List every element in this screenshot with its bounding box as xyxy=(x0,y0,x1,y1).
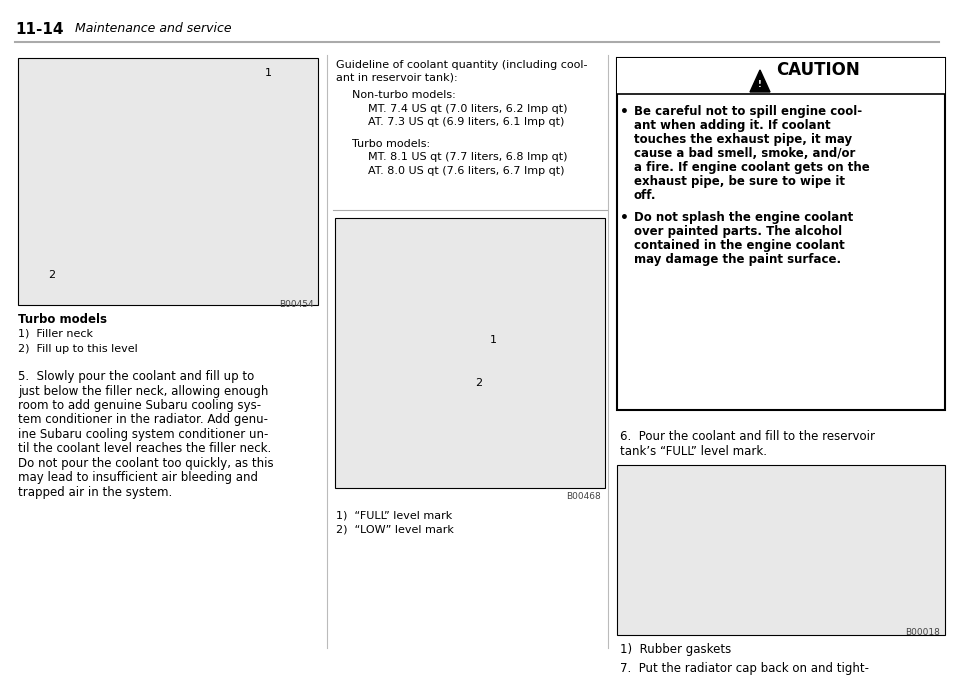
Text: Do not splash the engine coolant: Do not splash the engine coolant xyxy=(634,211,852,224)
Text: ant in reservoir tank):: ant in reservoir tank): xyxy=(335,73,457,83)
Text: 11-14: 11-14 xyxy=(15,22,64,37)
Text: 2: 2 xyxy=(475,378,481,388)
FancyBboxPatch shape xyxy=(617,465,944,635)
Text: til the coolant level reaches the filler neck.: til the coolant level reaches the filler… xyxy=(18,443,271,456)
FancyBboxPatch shape xyxy=(18,58,317,305)
Text: CAUTION: CAUTION xyxy=(775,61,859,79)
Text: 1)  “FULL” level mark: 1) “FULL” level mark xyxy=(335,510,452,520)
Text: room to add genuine Subaru cooling sys-: room to add genuine Subaru cooling sys- xyxy=(18,399,261,412)
Text: just below the filler neck, allowing enough: just below the filler neck, allowing eno… xyxy=(18,385,268,398)
Text: cause a bad smell, smoke, and/or: cause a bad smell, smoke, and/or xyxy=(634,147,855,160)
Text: ine Subaru cooling system conditioner un-: ine Subaru cooling system conditioner un… xyxy=(18,428,268,441)
Text: may lead to insufficient air bleeding and: may lead to insufficient air bleeding an… xyxy=(18,472,257,485)
Text: 1: 1 xyxy=(265,68,272,78)
Polygon shape xyxy=(749,70,769,92)
Text: may damage the paint surface.: may damage the paint surface. xyxy=(634,253,841,266)
Text: !: ! xyxy=(758,80,761,89)
Text: trapped air in the system.: trapped air in the system. xyxy=(18,486,172,499)
Text: off.: off. xyxy=(634,189,656,202)
Text: 1)  Filler neck: 1) Filler neck xyxy=(18,328,92,338)
Text: exhaust pipe, be sure to wipe it: exhaust pipe, be sure to wipe it xyxy=(634,175,844,188)
FancyBboxPatch shape xyxy=(335,218,604,488)
FancyBboxPatch shape xyxy=(617,58,944,94)
Text: 2)  Fill up to this level: 2) Fill up to this level xyxy=(18,344,137,354)
FancyBboxPatch shape xyxy=(617,58,944,410)
Text: B00454: B00454 xyxy=(279,300,314,309)
Text: Do not pour the coolant too quickly, as this: Do not pour the coolant too quickly, as … xyxy=(18,457,274,470)
Text: Guideline of coolant quantity (including cool-: Guideline of coolant quantity (including… xyxy=(335,60,587,70)
Text: MT. 7.4 US qt (7.0 liters, 6.2 Imp qt): MT. 7.4 US qt (7.0 liters, 6.2 Imp qt) xyxy=(368,103,567,113)
Text: Turbo models:: Turbo models: xyxy=(352,138,430,148)
Text: contained in the engine coolant: contained in the engine coolant xyxy=(634,239,843,252)
Text: 7.  Put the radiator cap back on and tight-: 7. Put the radiator cap back on and tigh… xyxy=(619,662,868,675)
Text: Be careful not to spill engine cool-: Be careful not to spill engine cool- xyxy=(634,105,862,118)
Text: AT. 7.3 US qt (6.9 liters, 6.1 Imp qt): AT. 7.3 US qt (6.9 liters, 6.1 Imp qt) xyxy=(368,117,564,127)
Text: 6.  Pour the coolant and fill to the reservoir: 6. Pour the coolant and fill to the rese… xyxy=(619,430,874,443)
Text: 2: 2 xyxy=(48,270,55,280)
Text: ant when adding it. If coolant: ant when adding it. If coolant xyxy=(634,119,830,132)
Text: B00018: B00018 xyxy=(904,628,939,637)
Text: a fire. If engine coolant gets on the: a fire. If engine coolant gets on the xyxy=(634,161,869,174)
Text: 1)  Rubber gaskets: 1) Rubber gaskets xyxy=(619,643,731,656)
Text: AT. 8.0 US qt (7.6 liters, 6.7 Imp qt): AT. 8.0 US qt (7.6 liters, 6.7 Imp qt) xyxy=(368,165,564,176)
Text: Maintenance and service: Maintenance and service xyxy=(75,22,232,35)
Text: 1: 1 xyxy=(490,335,497,345)
Text: B00468: B00468 xyxy=(566,492,600,501)
Text: 5.  Slowly pour the coolant and fill up to: 5. Slowly pour the coolant and fill up t… xyxy=(18,370,254,383)
Text: tem conditioner in the radiator. Add genu-: tem conditioner in the radiator. Add gen… xyxy=(18,414,268,427)
Text: •: • xyxy=(619,105,628,119)
Text: touches the exhaust pipe, it may: touches the exhaust pipe, it may xyxy=(634,133,851,146)
Text: Turbo models: Turbo models xyxy=(18,313,107,326)
Text: 2)  “LOW” level mark: 2) “LOW” level mark xyxy=(335,524,454,534)
Text: tank’s “FULL” level mark.: tank’s “FULL” level mark. xyxy=(619,445,766,458)
Text: •: • xyxy=(619,211,628,225)
Text: Non-turbo models:: Non-turbo models: xyxy=(352,90,456,100)
Text: MT. 8.1 US qt (7.7 liters, 6.8 Imp qt): MT. 8.1 US qt (7.7 liters, 6.8 Imp qt) xyxy=(368,152,567,162)
Text: over painted parts. The alcohol: over painted parts. The alcohol xyxy=(634,225,841,238)
